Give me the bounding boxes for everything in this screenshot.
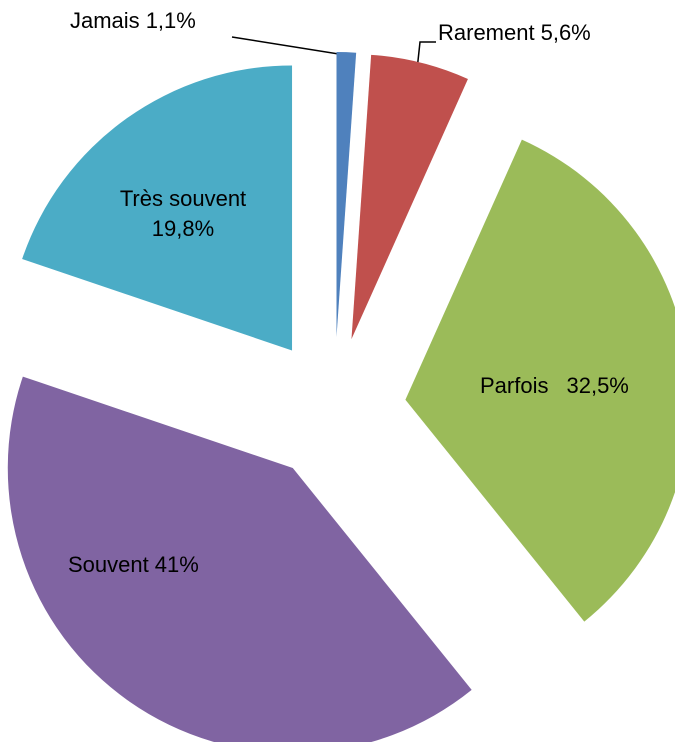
leader-line	[416, 41, 436, 71]
slice-label: Très souvent 19,8%	[120, 186, 246, 241]
value-label: 41%	[155, 552, 199, 577]
category-label: Rarement	[438, 20, 535, 45]
value-label: 5,6%	[541, 20, 591, 45]
leader-line	[231, 36, 346, 62]
category-label: Souvent	[68, 552, 149, 577]
slice-label: Parfois 32,5%	[480, 373, 629, 398]
value-label: 19,8%	[152, 216, 214, 241]
slice-label: Jamais 1,1%	[70, 8, 196, 33]
pie-slice	[405, 139, 675, 622]
pie-slice	[22, 65, 293, 351]
pie-slice	[7, 376, 472, 742]
category-label: Jamais	[70, 8, 140, 33]
value-label: 1,1%	[146, 8, 196, 33]
category-label: Très souvent	[120, 186, 246, 211]
value-label: 32,5%	[566, 373, 628, 398]
pie-slice	[336, 52, 357, 338]
pie-slice	[351, 54, 468, 340]
category-label: Parfois	[480, 373, 548, 398]
slice-label: Souvent 41%	[68, 552, 199, 577]
slice-label: Rarement 5,6%	[438, 20, 591, 45]
